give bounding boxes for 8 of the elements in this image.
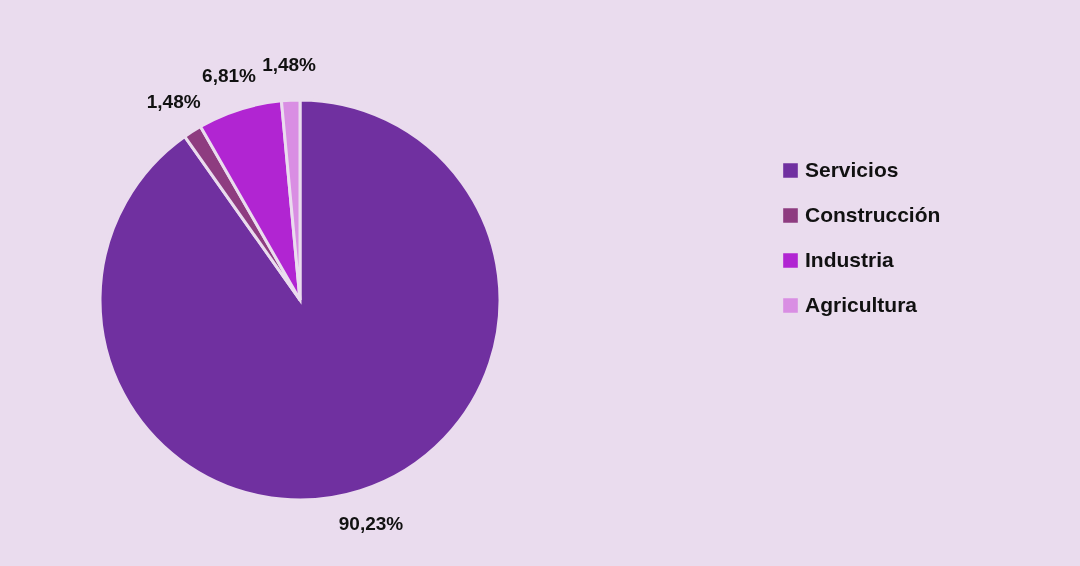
data-label: 1,48% — [146, 90, 201, 112]
legend-label: Agricultura — [805, 292, 918, 316]
legend-label: Industria — [805, 247, 894, 271]
data-label: 1,48% — [262, 54, 317, 76]
data-label: 90,23% — [338, 513, 404, 535]
data-label: 6,81% — [202, 64, 257, 86]
legend-label: Servicios — [805, 157, 899, 181]
legend-label: Construcción — [805, 202, 941, 226]
